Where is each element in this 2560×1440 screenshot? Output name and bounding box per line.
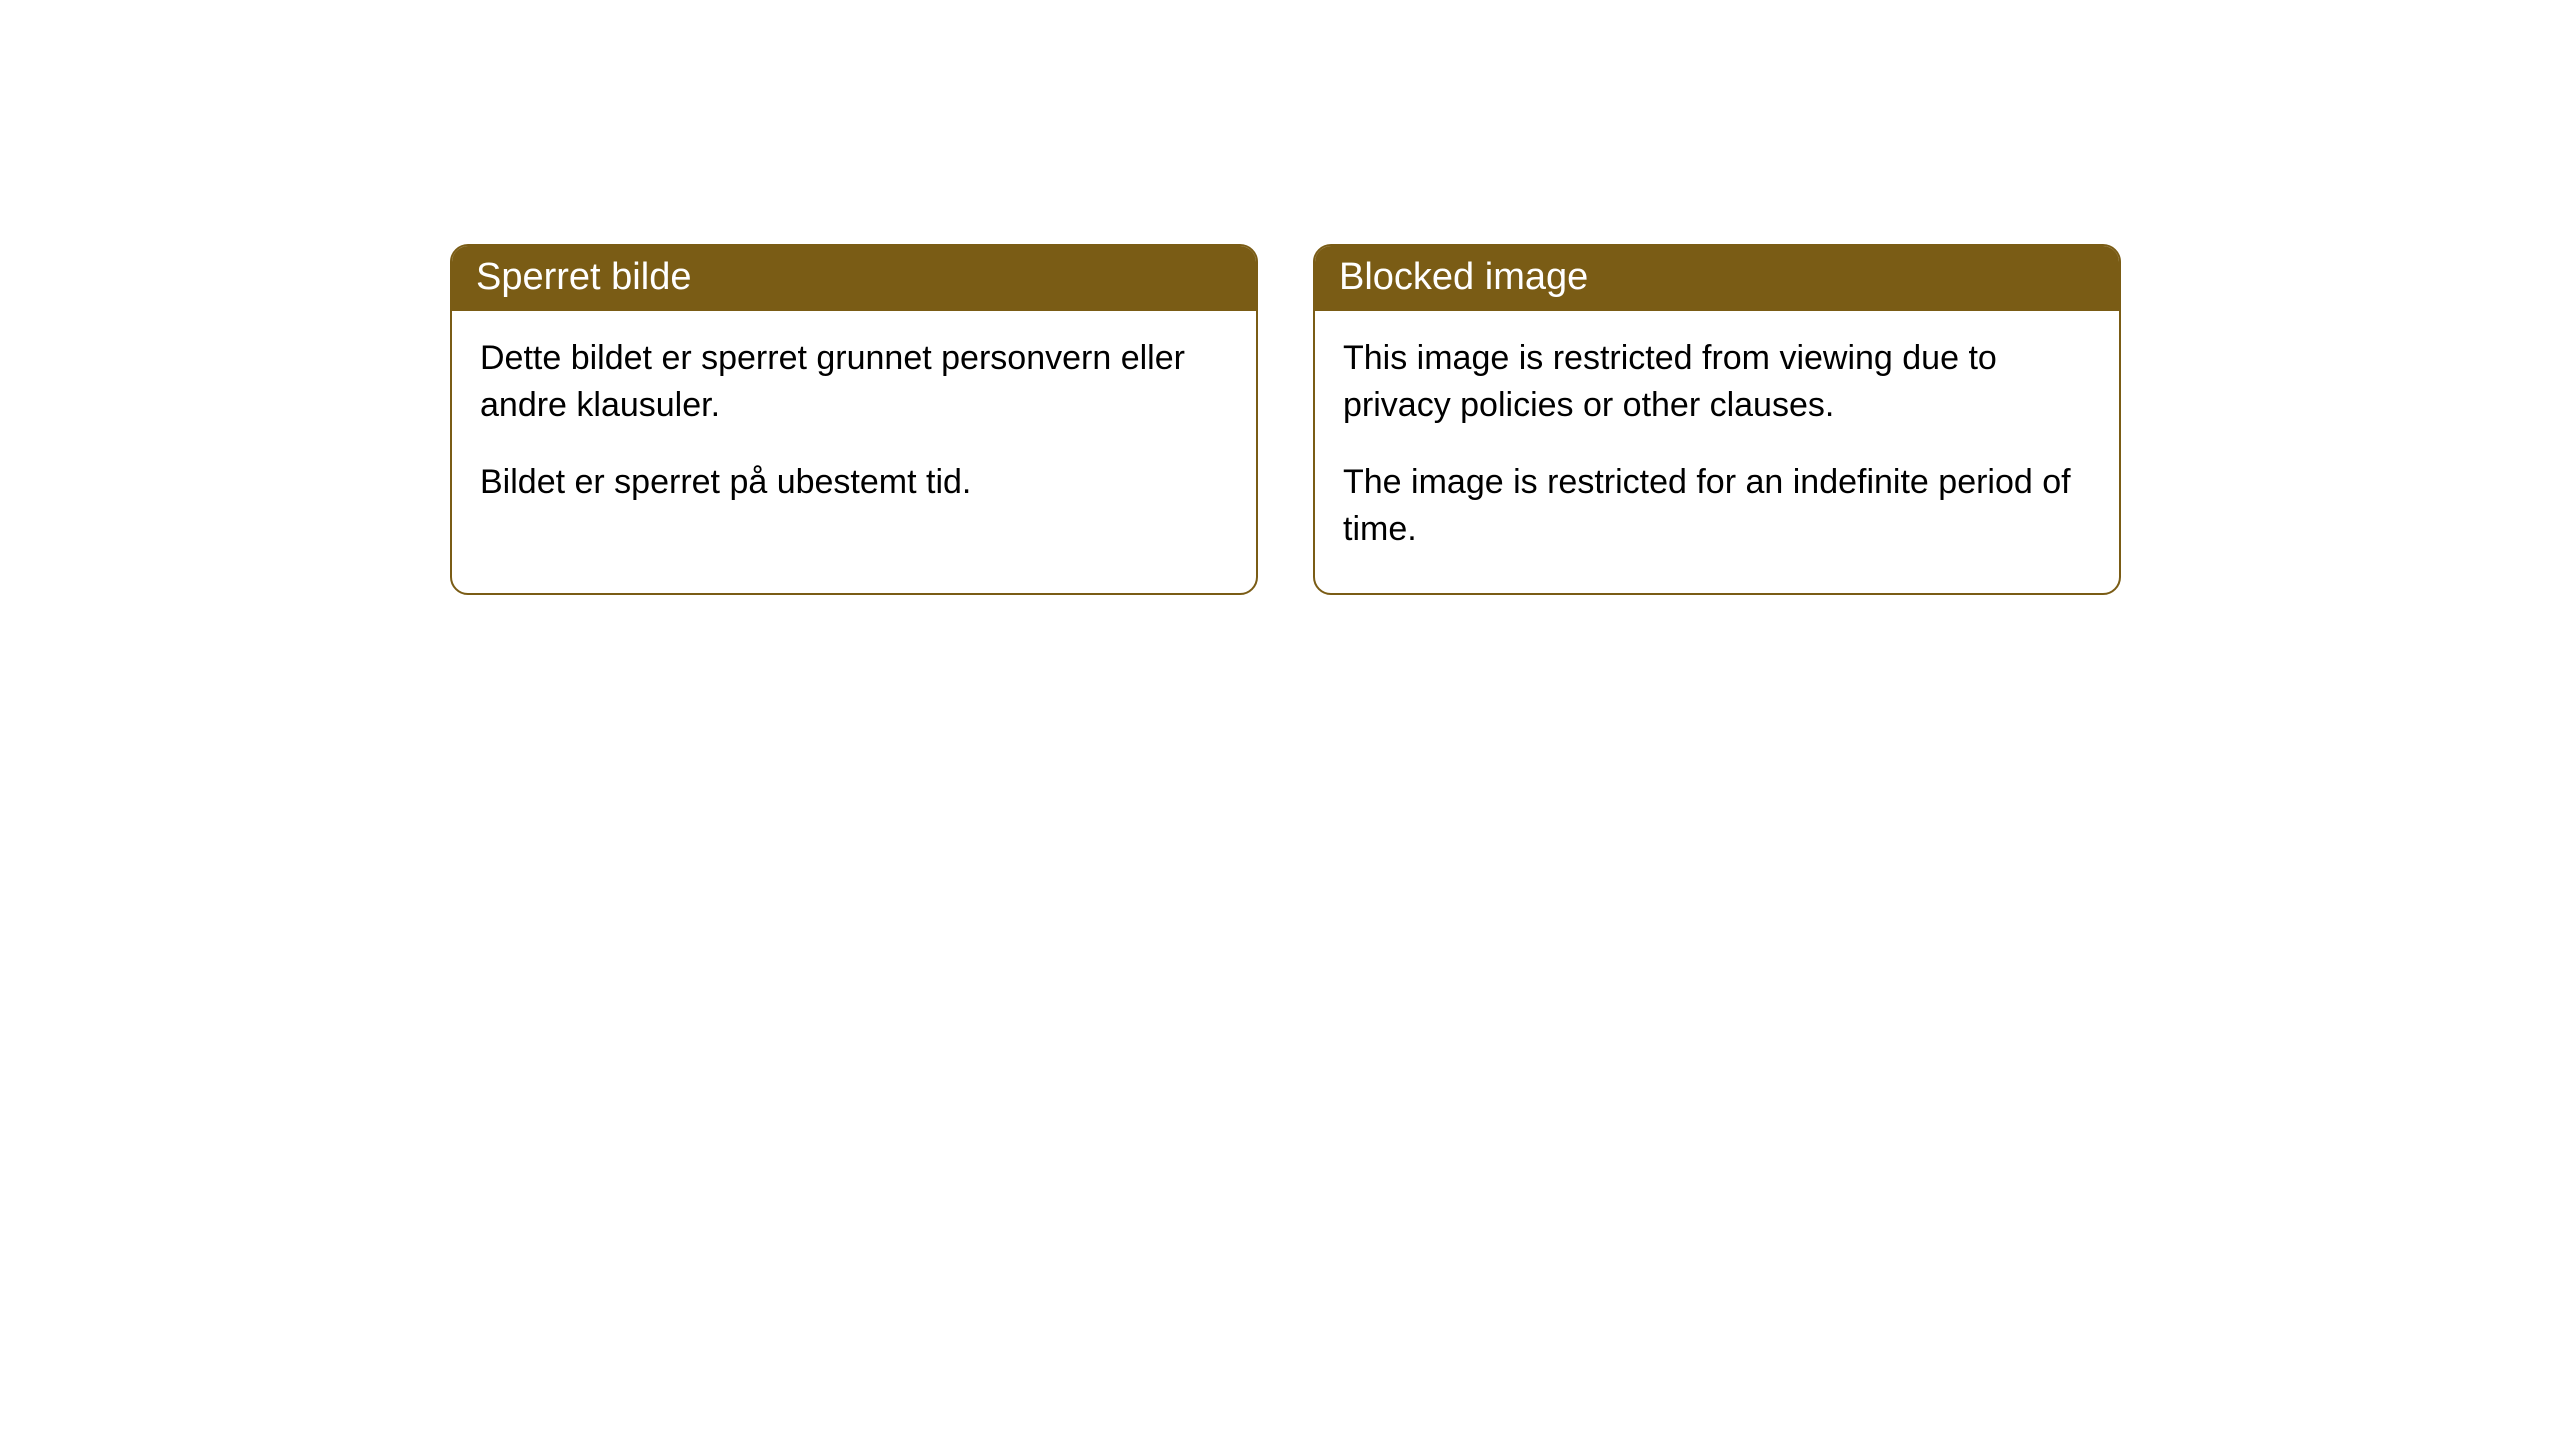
cards-container: Sperret bilde Dette bildet er sperret gr…	[450, 244, 2121, 595]
card-paragraph: The image is restricted for an indefinit…	[1343, 459, 2091, 553]
card-paragraph: Bildet er sperret på ubestemt tid.	[480, 459, 1228, 506]
card-body: Dette bildet er sperret grunnet personve…	[452, 311, 1256, 546]
notice-card-norwegian: Sperret bilde Dette bildet er sperret gr…	[450, 244, 1258, 595]
card-header: Blocked image	[1315, 246, 2119, 311]
card-paragraph: This image is restricted from viewing du…	[1343, 335, 2091, 429]
card-title: Sperret bilde	[476, 256, 691, 298]
card-paragraph: Dette bildet er sperret grunnet personve…	[480, 335, 1228, 429]
card-header: Sperret bilde	[452, 246, 1256, 311]
card-body: This image is restricted from viewing du…	[1315, 311, 2119, 593]
notice-card-english: Blocked image This image is restricted f…	[1313, 244, 2121, 595]
card-title: Blocked image	[1339, 256, 1588, 298]
